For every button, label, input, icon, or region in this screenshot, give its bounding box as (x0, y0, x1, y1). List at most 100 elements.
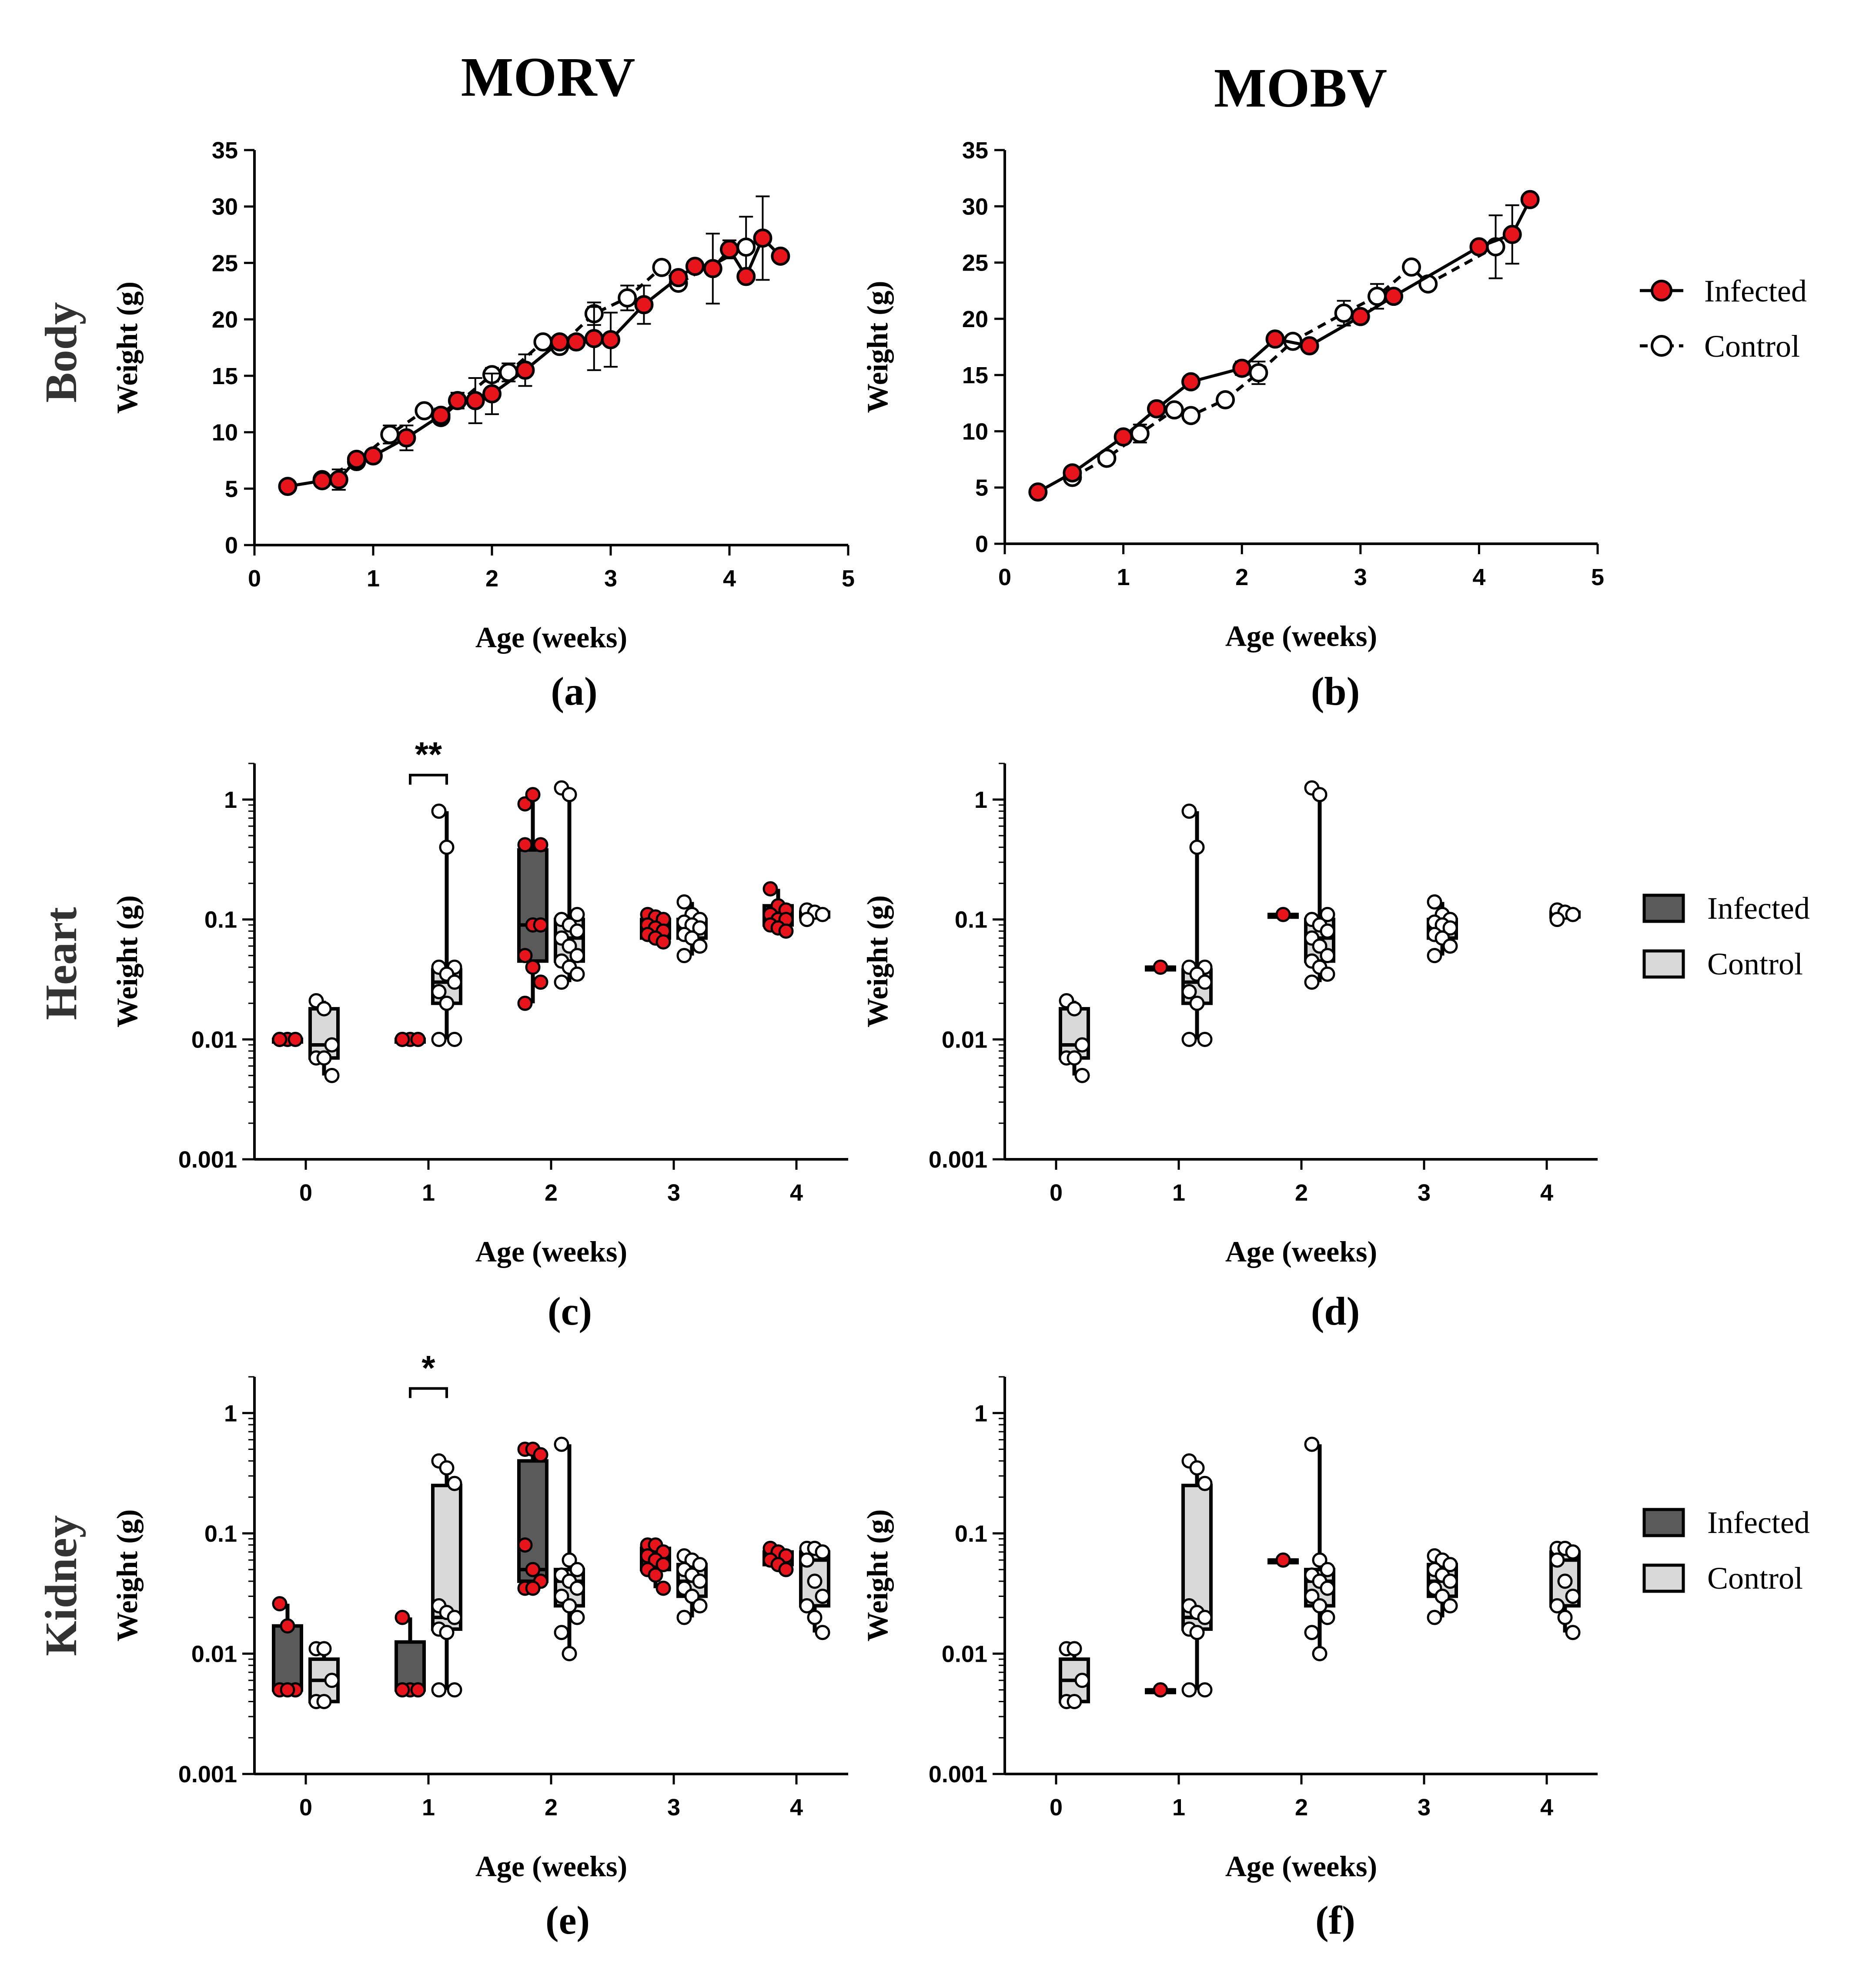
point-control (1181, 1682, 1197, 1698)
point-control (324, 1037, 340, 1053)
point-control (799, 1552, 815, 1568)
point-infected (410, 1682, 426, 1698)
point-control (1304, 1588, 1320, 1604)
y-tick-label: 20 (212, 307, 238, 333)
point-control (1074, 1673, 1090, 1688)
y-tick-label: 0.1 (204, 1521, 237, 1547)
point-infected (525, 1580, 541, 1596)
significance-bracket (409, 773, 448, 785)
point-control (1320, 1610, 1335, 1625)
point-control (562, 1646, 577, 1661)
point-control (815, 907, 830, 922)
x-tick-label: 1 (422, 1180, 435, 1206)
point-infected (517, 995, 533, 1011)
y-tick-label: 30 (962, 194, 988, 220)
data-point-infected (515, 360, 535, 380)
point-control (1312, 787, 1328, 803)
point-control (1197, 1476, 1213, 1491)
x-tick-label: 2 (545, 1794, 558, 1821)
point-control (692, 938, 708, 954)
point-infected (1275, 907, 1291, 922)
row-title-kidney: Kidney (36, 1515, 86, 1656)
data-point-infected (601, 330, 620, 349)
point-control (1189, 840, 1205, 855)
point-control (692, 1573, 708, 1589)
point-control (1304, 1436, 1320, 1452)
x-tick-label: 0 (299, 1180, 312, 1206)
point-infected (1275, 1552, 1291, 1568)
point-control (1442, 1573, 1458, 1589)
column-title-morv: MORV (461, 46, 635, 108)
y-tick-label: 0.01 (942, 1027, 987, 1053)
point-control (1197, 1031, 1213, 1047)
data-point-infected (720, 240, 739, 259)
x-tick-label: 3 (604, 566, 617, 592)
panel-label: (a) (551, 669, 597, 713)
data-point-control (1249, 363, 1268, 382)
point-control (1312, 1646, 1328, 1661)
legend-control-label: Control (1704, 329, 1800, 364)
point-control (1320, 1562, 1335, 1577)
y-tick-label: 0.01 (191, 1641, 237, 1667)
y-tick-label: 10 (962, 418, 988, 445)
point-control (1304, 974, 1320, 990)
y-tick-label: 0.01 (191, 1027, 237, 1053)
legend-heart-control-label: Control (1707, 947, 1803, 981)
data-point-infected (397, 428, 416, 448)
point-control (1557, 1573, 1573, 1589)
x-tick-label: 3 (1418, 1180, 1431, 1206)
point-control (569, 907, 585, 922)
point-control (431, 1031, 447, 1047)
point-control (1312, 1598, 1328, 1613)
data-point-infected (431, 405, 451, 425)
x-tick-label: 4 (1540, 1180, 1553, 1206)
point-infected (517, 837, 533, 853)
x-tick-label: 3 (667, 1180, 680, 1206)
y-tick-label: 1 (974, 1400, 987, 1426)
y-tick-label: 0.1 (204, 907, 237, 933)
data-point-infected (550, 332, 569, 352)
x-tick-label: 1 (422, 1794, 435, 1821)
panel-e: Age (weeks) Weight (g) (e) 0.001 0.01 0.1 1 0 1 2… (110, 1349, 848, 1942)
x-tick-label: 0 (248, 566, 261, 592)
data-point-control (1181, 406, 1201, 425)
x-axis-title: Age (weeks) (1225, 1235, 1377, 1268)
point-control (562, 938, 577, 954)
y-tick-label: 20 (962, 306, 988, 332)
point-control (316, 1694, 332, 1709)
point-control (569, 966, 585, 982)
point-control (1304, 1625, 1320, 1640)
data-point-control (533, 332, 553, 352)
point-control (431, 984, 447, 1000)
data-point-infected (312, 471, 332, 491)
point-control (562, 787, 577, 803)
point-infected (517, 948, 533, 964)
point-control (1565, 1588, 1581, 1604)
y-axis-title: Weight (g) (110, 281, 144, 414)
data-point-infected (1384, 287, 1404, 306)
data-point-infected (1181, 372, 1201, 392)
x-tick-label: 5 (842, 566, 855, 592)
y-tick-label: 0.1 (955, 1521, 987, 1547)
point-infected (648, 1567, 663, 1583)
point-control (554, 1436, 569, 1452)
y-tick-label: 1 (974, 787, 987, 813)
point-control (439, 840, 455, 855)
point-control (569, 1562, 585, 1577)
point-control (1181, 984, 1197, 1000)
x-tick-label: 0 (998, 564, 1011, 590)
point-infected (655, 934, 671, 950)
point-control (692, 1598, 708, 1613)
x-tick-label: 2 (485, 566, 498, 592)
point-control (1442, 1557, 1458, 1573)
data-point-infected (1469, 237, 1489, 257)
point-control (1067, 1641, 1082, 1657)
panel-label: (d) (1311, 1289, 1360, 1333)
y-tick-label: 30 (212, 194, 238, 220)
point-infected (410, 1031, 426, 1047)
point-infected (280, 1682, 295, 1698)
point-control (807, 1573, 823, 1589)
point-control (316, 1050, 332, 1066)
